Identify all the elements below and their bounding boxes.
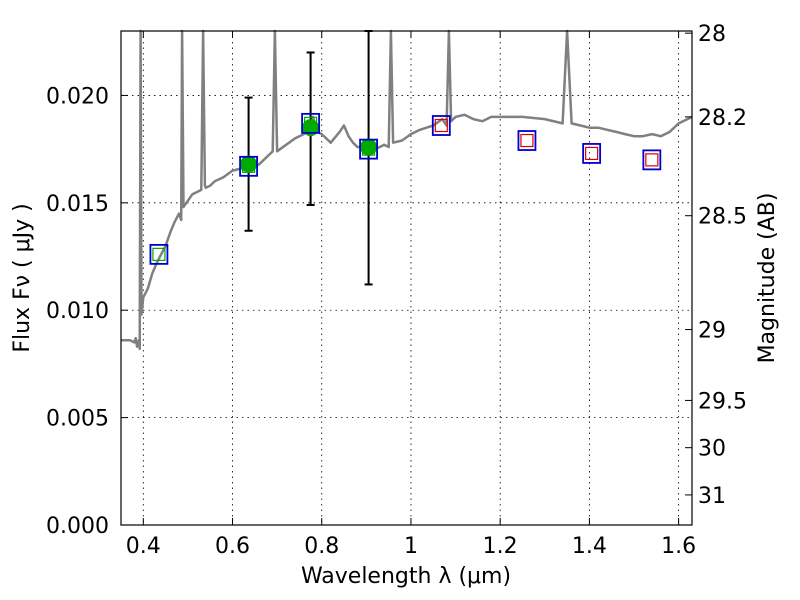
- model-box: [642, 149, 662, 171]
- plot-frame: [120, 30, 693, 526]
- model-inner-square: [645, 153, 659, 167]
- x-tick-label: 1.2: [483, 534, 518, 559]
- model-inner-square: [241, 159, 256, 173]
- x-tick-label: 1.6: [661, 534, 696, 559]
- x-axis-label: Wavelength λ (μm): [301, 564, 511, 589]
- y2-tick-label: 28.5: [698, 205, 747, 230]
- y-axis-label: Flux Fν ( μJy ): [10, 203, 35, 352]
- x-tick-label: 0.8: [304, 534, 339, 559]
- x-tick-label: 0.4: [126, 534, 161, 559]
- model-inner-square: [303, 116, 318, 130]
- axis-ticks: 0.4 0.6 0.8 1 1.2 1.4 1.6 0.000 0.005 0.010 0.015 0…: [46, 22, 747, 559]
- y-tick-label: 0.005: [46, 407, 109, 432]
- y2-tick-label: 28.2: [698, 106, 747, 131]
- data-points-layer: [149, 30, 662, 286]
- y-tick-label: 0.000: [46, 514, 109, 539]
- model-inner-square: [361, 142, 376, 156]
- model-box: [431, 115, 451, 136]
- model-inner-square: [585, 146, 599, 161]
- y2-tick-label: 29: [698, 319, 726, 344]
- model-inner-square: [520, 133, 534, 148]
- y-tick-label: 0.010: [46, 299, 109, 324]
- sed-curve: [121, 29, 693, 351]
- model-box: [359, 138, 378, 160]
- y2-tick-label: 30: [698, 437, 726, 462]
- model-box: [239, 155, 258, 177]
- y2-tick-label: 31: [698, 484, 726, 509]
- model-inner-square: [152, 247, 166, 261]
- x-tick-label: 1: [404, 534, 418, 559]
- y-tick-label: 0.015: [46, 192, 109, 217]
- y2-axis-label: Magnitude (AB): [755, 193, 780, 364]
- y2-tick-label: 29.5: [698, 389, 747, 414]
- model-box: [149, 243, 169, 265]
- model-box: [301, 112, 320, 134]
- y2-tick-label: 28: [698, 22, 726, 47]
- grid-lines: [121, 31, 692, 526]
- y-tick-label: 0.020: [46, 84, 109, 109]
- sed-curve-layer: [121, 29, 693, 351]
- x-tick-label: 1.4: [572, 534, 607, 559]
- model-inner-square: [434, 118, 448, 133]
- x-tick-label: 0.6: [215, 534, 250, 559]
- model-box: [517, 130, 537, 151]
- model-box: [582, 143, 602, 164]
